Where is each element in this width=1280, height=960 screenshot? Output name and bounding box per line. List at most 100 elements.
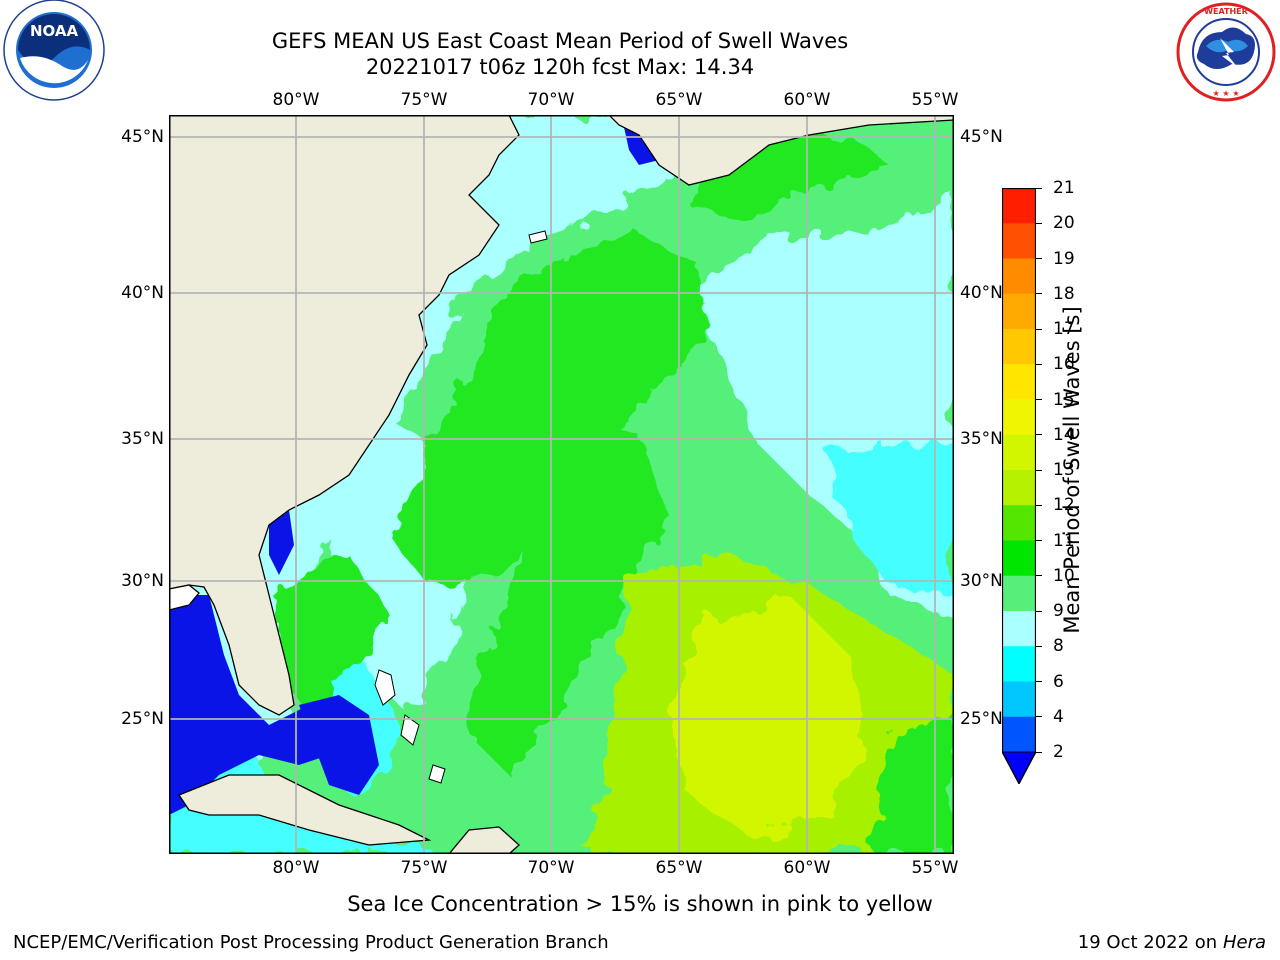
lon-label-bottom-60w: 60°W — [783, 858, 831, 878]
yellow-region — [669, 595, 869, 835]
colorbar-tick-mark — [1036, 399, 1042, 401]
lat-label-right-40n: 40°N — [960, 283, 1003, 303]
lat-label-right-45n: 45°N — [960, 127, 1003, 147]
svg-text:WEATHER: WEATHER — [1204, 7, 1248, 16]
lon-label-top-75w: 75°W — [400, 90, 448, 110]
colorbar-tick-label: 4 — [1053, 706, 1064, 727]
colorbar-tick-mark — [1036, 363, 1042, 365]
colorbar-segment — [1002, 716, 1036, 753]
colorbar-tick-label: 14 — [1053, 424, 1075, 445]
bahamas-blue — [299, 695, 379, 795]
colorbar-tick-label: 20 — [1053, 213, 1075, 234]
colorbar-segment — [1002, 258, 1036, 295]
lon-label-top-55w: 55°W — [911, 90, 959, 110]
colorbar-segment — [1002, 188, 1036, 224]
swell-period-map — [169, 115, 954, 854]
colorbar-segment — [1002, 223, 1036, 259]
footer-date-text: 19 Oct 2022 on — [1077, 932, 1223, 953]
colorbar-tick-label: 15 — [1053, 389, 1075, 410]
colorbar-segment — [1002, 611, 1036, 647]
nova-scotia-land — [608, 115, 954, 186]
colorbar-tick-mark — [1036, 222, 1042, 224]
colorbar-tick-mark — [1036, 434, 1042, 436]
colorbar-tick-mark — [1036, 610, 1042, 612]
lat-label-right-30n: 30°N — [960, 571, 1003, 591]
colorbar-label: Mean Period of Swell Waves [s] — [1060, 306, 1084, 634]
colorbar-tick-mark — [1036, 293, 1042, 295]
colorbar-tick-mark — [1036, 504, 1042, 506]
bahamas-island-c — [428, 764, 446, 784]
colorbar-tick-label: 19 — [1053, 248, 1075, 269]
colorbar-tick-mark — [1036, 716, 1042, 718]
colorbar-tick-mark — [1036, 681, 1042, 683]
hispaniola-land — [448, 826, 520, 854]
colorbar-outline — [1002, 188, 1036, 784]
colorbar-segment — [1002, 470, 1036, 506]
colorbar-tick-label: 11 — [1053, 530, 1075, 551]
lon-label-top-70w: 70°W — [527, 90, 575, 110]
footer-date: 19 Oct 2022 on Hera — [1078, 932, 1266, 954]
lon-label-bottom-55w: 55°W — [911, 858, 959, 878]
colorbar-segment — [1002, 575, 1036, 612]
colorbar-segment — [1002, 681, 1036, 718]
us-east-coast-land — [169, 115, 520, 716]
colorbar-tick-mark — [1036, 575, 1042, 577]
colorbar-segment — [1002, 434, 1036, 471]
lon-label-top-60w: 60°W — [783, 90, 831, 110]
colorbar — [1002, 188, 1036, 784]
lon-label-top-65w: 65°W — [655, 90, 703, 110]
colorbar-tick-label: 13 — [1053, 460, 1075, 480]
green-band-west — [279, 555, 389, 715]
lat-label-left-30n: 30°N — [121, 571, 164, 591]
colorbar-segment — [1002, 540, 1036, 577]
colorbar-tick-mark — [1036, 540, 1042, 542]
svg-text:★ ★ ★: ★ ★ ★ — [1212, 89, 1239, 98]
lon-label-bottom-70w: 70°W — [527, 858, 575, 878]
nws-logo-icon: WEATHER ★ ★ ★ — [1176, 2, 1276, 102]
sea-ice-caption-text: Sea Ice Concentration > 15% is shown in … — [347, 892, 933, 916]
yellow-green-corner — [869, 715, 954, 854]
colorbar-tick-mark — [1036, 258, 1042, 260]
long-island — [528, 230, 548, 244]
colorbar-tick-label: 21 — [1053, 178, 1075, 198]
footer-host: Hera — [1222, 932, 1266, 953]
green-band-central — [469, 415, 669, 775]
svg-text:NOAA: NOAA — [30, 22, 79, 40]
colorbar-tick-mark — [1036, 187, 1042, 189]
footer-branch: NCEP/EMC/Verification Post Processing Pr… — [13, 932, 609, 953]
colorbar-tick-label: 8 — [1053, 636, 1064, 657]
bahamas-island-b — [400, 714, 420, 746]
colorbar-tick-label: 16 — [1053, 354, 1075, 375]
noaa-logo-icon: NOAA — [2, 0, 106, 104]
colorbar-tick-label: 2 — [1053, 742, 1064, 762]
georgia-shelf — [269, 510, 294, 575]
colorbar-tick-mark — [1036, 469, 1042, 471]
lon-label-bottom-80w: 80°W — [272, 858, 320, 878]
eastern-cyan — [829, 435, 954, 595]
lat-label-left-45n: 45°N — [121, 127, 164, 147]
colorbar-segment — [1002, 329, 1036, 365]
map-subtitle: 20221017 t06z 120h fcst Max: 14.34 — [365, 55, 755, 79]
green-band-north — [389, 235, 709, 585]
colorbar-tick-label: 9 — [1053, 601, 1064, 621]
colorbar-segment — [1002, 399, 1036, 436]
colorbar-segment — [1002, 646, 1036, 682]
gulf-of-mexico — [169, 595, 329, 815]
map-frame — [169, 115, 954, 854]
colorbar-tick-label: 6 — [1053, 671, 1064, 692]
sea-ice-caption: Sea Ice Concentration > 15% is shown in … — [0, 891, 1280, 917]
florida-panhandle-shelf — [169, 584, 200, 611]
lon-label-bottom-75w: 75°W — [400, 858, 448, 878]
lon-label-bottom-65w: 65°W — [655, 858, 703, 878]
colorbar-tick-label: 17 — [1053, 319, 1075, 339]
colorbar-segment — [1002, 293, 1036, 330]
colorbar-tick-label: 18 — [1053, 283, 1075, 304]
colorbar-tick-mark — [1036, 328, 1042, 330]
lon-label-top-80w: 80°W — [272, 90, 320, 110]
colorbar-tick-label: 10 — [1053, 565, 1075, 586]
cuba-land — [178, 774, 432, 846]
lat-label-left-40n: 40°N — [121, 283, 164, 303]
lat-label-left-25n: 25°N — [121, 709, 164, 729]
colorbar-tick-mark — [1036, 645, 1042, 647]
colorbar-segment — [1002, 505, 1036, 541]
